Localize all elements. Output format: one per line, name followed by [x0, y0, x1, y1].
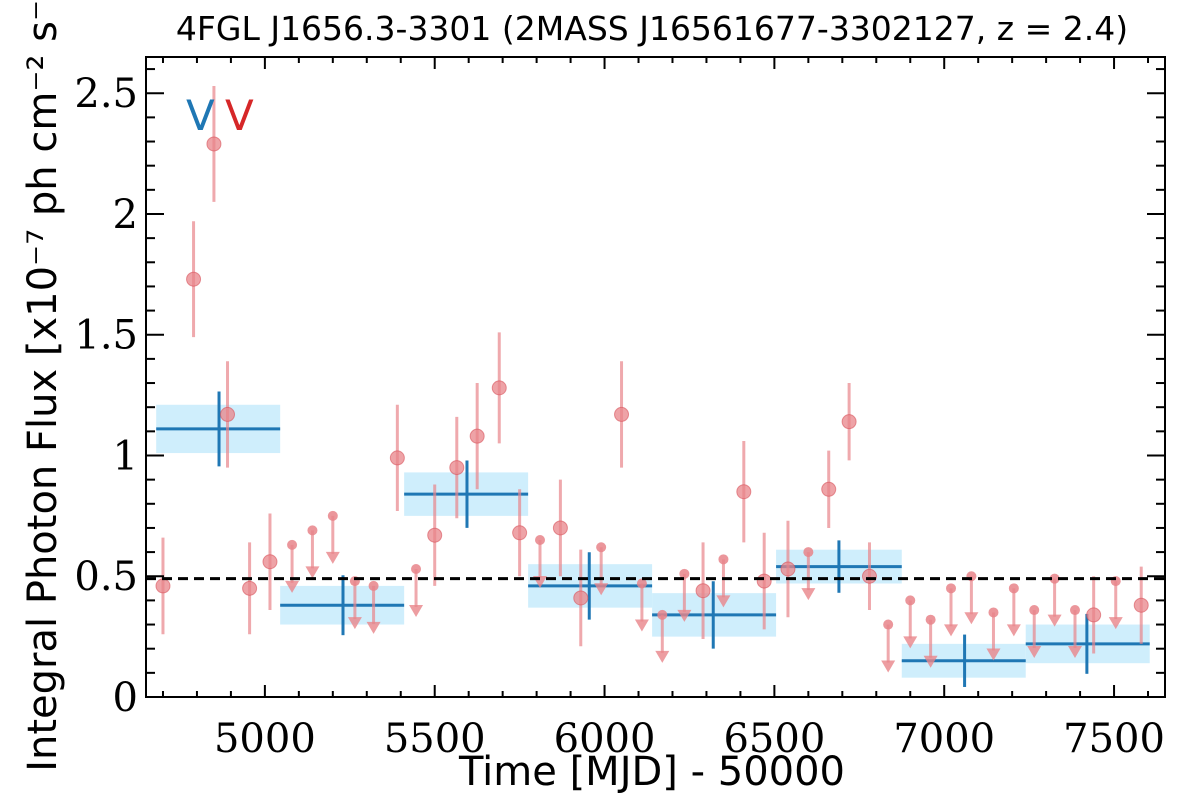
short-bin-markers [155, 85, 1149, 673]
detection-point [780, 561, 796, 577]
upper-limit-arrow [655, 650, 670, 663]
detection-point [614, 406, 630, 422]
y-tick-label: 2 [113, 192, 138, 238]
upper-limit-arrow [1027, 646, 1042, 659]
upper-limit-cap [946, 583, 957, 594]
upper-limit-cap [1008, 583, 1019, 594]
x-tick-label: 7000 [893, 716, 995, 762]
detection-point [242, 580, 258, 596]
upper-limit-arrow [409, 605, 424, 617]
upper-limit-arrow [325, 551, 340, 564]
detection-point [262, 554, 278, 570]
upper-limit-arrow [801, 588, 816, 601]
detection-point [1133, 597, 1149, 613]
y-tick-label: 1.5 [74, 313, 138, 359]
upper-limit-arrow [1047, 614, 1062, 627]
upper-limit-cap [287, 539, 298, 550]
upper-limit-cap [883, 619, 894, 630]
y-tick-label: 0 [113, 675, 138, 721]
detection-point [449, 460, 465, 476]
upper-limit-arrow [923, 655, 938, 668]
upper-limit-arrow [285, 580, 300, 593]
upper-limit-arrow [1108, 617, 1123, 630]
upper-limit-arrow [677, 609, 692, 622]
upper-limit-cap [1069, 605, 1080, 616]
x-tick-label: 6000 [554, 716, 656, 762]
upper-limit-cap [411, 564, 422, 574]
upper-limit-arrow [366, 621, 381, 634]
upper-limit-cap [327, 510, 338, 521]
detection-point [220, 406, 236, 422]
y-tick-label: 2.5 [74, 71, 138, 117]
x-tick-label: 7500 [1063, 716, 1165, 762]
detection-point [1086, 607, 1102, 623]
upper-limit-arrow [347, 617, 362, 630]
y-tick-label: 0.5 [74, 554, 138, 600]
detection-point [552, 520, 568, 536]
upper-limit-cap [657, 609, 668, 620]
event-marker-label: V [225, 91, 254, 140]
upper-limit-arrow [1006, 624, 1021, 637]
tick-labels: 5000 5500 6000 6500 7000 7500 0 0.5 1 1.5 2 2.5 [74, 71, 1165, 762]
detection-point [756, 573, 772, 589]
upper-limit-cap [636, 578, 647, 589]
upper-limit-cap [535, 535, 546, 546]
upper-limit-arrow [986, 648, 1001, 661]
upper-limit-cap [307, 525, 318, 536]
upper-limit-arrow [305, 566, 320, 579]
long-bin-markers [156, 391, 1150, 687]
upper-limit-arrow [634, 619, 649, 632]
y-axis-label: Integral Photon Flux [x10⁻⁷ ph cm⁻² s⁻¹] [20, 0, 66, 772]
upper-limit-cap [925, 614, 936, 625]
detection-point [573, 590, 589, 606]
upper-limit-arrow [881, 660, 896, 673]
detection-point [389, 450, 405, 466]
chart-title: 4FGL J1656.3-3301 (2MASS J16561677-33021… [176, 9, 1128, 48]
detection-point [695, 583, 711, 599]
detection-point [186, 271, 202, 287]
detection-point [512, 525, 528, 541]
detection-point [427, 527, 443, 543]
detection-point [861, 568, 877, 584]
upper-limit-cap [1049, 573, 1060, 584]
detection-point [206, 136, 222, 152]
detection-point [841, 414, 857, 430]
upper-limit-cap [596, 542, 607, 553]
event-marker-label: V [186, 91, 215, 140]
upper-limit-arrow [1067, 646, 1082, 659]
x-tick-label: 5500 [384, 716, 486, 762]
upper-limit-arrow [716, 595, 731, 608]
x-tick-label: 6500 [723, 716, 825, 762]
y-tick-label: 1 [113, 433, 138, 479]
upper-limit-cap [803, 547, 814, 558]
x-axis-label: Time [MJD] - 50000 [458, 749, 845, 795]
upper-limit-arrow [903, 636, 918, 649]
long-bin-bands [156, 404, 1150, 678]
detection-point [491, 380, 507, 396]
upper-limit-cap [368, 580, 379, 591]
detection-point [155, 578, 171, 594]
upper-limit-cap [988, 607, 999, 618]
upper-limit-arrow [944, 624, 959, 637]
upper-limit-cap [905, 595, 916, 606]
upper-limit-arrow [964, 612, 979, 625]
upper-limit-cap [679, 568, 690, 579]
upper-limit-arrow [594, 583, 609, 596]
upper-limit-cap [718, 554, 729, 565]
detection-point [821, 481, 837, 497]
detection-point [469, 428, 485, 444]
plot-frame [145, 56, 1166, 698]
detection-point [736, 484, 752, 500]
upper-limit-cap [1029, 605, 1040, 616]
x-tick-label: 5000 [214, 716, 316, 762]
